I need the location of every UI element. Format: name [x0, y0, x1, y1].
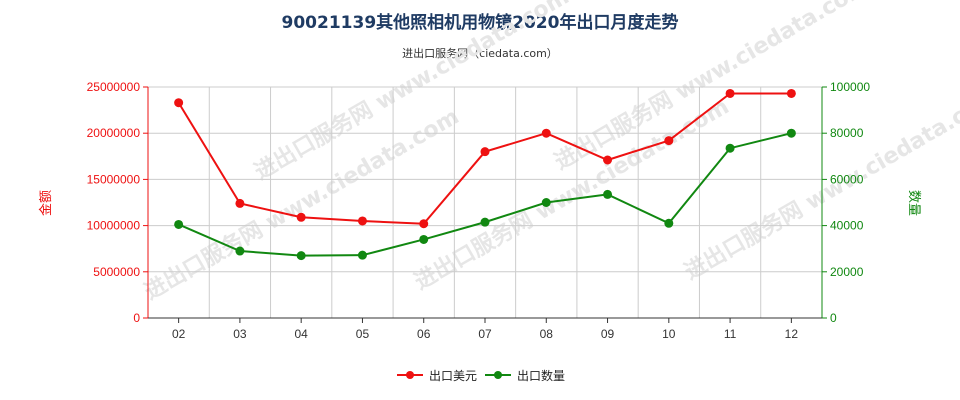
y-right-tick-label: 100000	[830, 80, 870, 94]
data-point-qty	[480, 217, 490, 227]
y-right-tick-label: 60000	[830, 172, 864, 186]
data-point-qty	[357, 250, 367, 260]
y-right-tick-label: 80000	[830, 126, 864, 140]
x-tick-label: 12	[785, 327, 799, 341]
x-tick-label: 06	[417, 327, 431, 341]
y-right-tick-label: 40000	[830, 219, 864, 233]
data-point-usd	[296, 212, 306, 222]
y-axis-right-title: 数量	[906, 190, 921, 216]
y-left-tick-label: 20000000	[87, 126, 141, 140]
data-point-qty	[419, 234, 429, 244]
x-tick-label: 10	[662, 327, 676, 341]
x-tick-label: 08	[540, 327, 554, 341]
data-point-usd	[541, 128, 551, 138]
data-point-qty	[725, 143, 735, 153]
legend-item-qty[interactable]: 出口数量	[485, 365, 565, 385]
y-right-tick-label: 0	[830, 311, 837, 325]
x-tick-label: 03	[233, 327, 247, 341]
x-tick-label: 04	[295, 327, 309, 341]
data-point-usd	[725, 88, 735, 98]
data-point-usd	[786, 88, 796, 98]
data-point-usd	[664, 136, 674, 146]
axes: 0 5000000 10000000 15000000 20000000 25000000…	[38, 80, 921, 341]
data-point-usd	[419, 219, 429, 229]
y-left-tick-label: 0	[133, 311, 140, 325]
x-tick-label: 11	[724, 327, 737, 341]
y-left-tick-label: 25000000	[87, 80, 141, 94]
data-point-qty	[786, 128, 796, 138]
data-point-usd	[357, 216, 367, 226]
legend-item-usd[interactable]: 出口美元	[397, 365, 477, 385]
y-right-tick-label: 20000	[830, 265, 864, 279]
data-point-qty	[603, 189, 613, 199]
watermark-text: 进出口服务网 www.ciedata.com	[551, 0, 874, 175]
data-point-usd	[480, 147, 490, 157]
x-tick-label: 07	[478, 327, 492, 341]
legend: 出口美元 出口数量	[0, 365, 960, 385]
chart-subtitle: 进出口服务网（ciedata.com）	[402, 47, 558, 60]
y-left-tick-label: 10000000	[87, 219, 141, 233]
x-tick-label: 05	[356, 327, 370, 341]
y-left-tick-label: 5000000	[93, 265, 140, 279]
y-axis-left-title: 金额	[38, 190, 54, 216]
data-point-usd	[235, 198, 245, 208]
watermark-text: 进出口服务网 www.ciedata.com	[251, 0, 574, 185]
legend-label-usd: 出口美元	[429, 368, 478, 383]
legend-swatch-qty	[485, 370, 511, 380]
legend-label-qty: 出口数量	[517, 368, 566, 383]
data-point-usd	[174, 98, 184, 108]
series	[174, 88, 796, 261]
data-point-qty	[174, 219, 184, 229]
data-point-qty	[664, 218, 674, 228]
x-tick-label: 02	[172, 327, 186, 341]
data-point-usd	[603, 155, 613, 165]
x-tick-label: 09	[601, 327, 615, 341]
chart-title: 90021139其他照相机用物镜2020年出口月度走势	[281, 13, 679, 33]
data-point-qty	[541, 198, 551, 207]
y-left-tick-label: 15000000	[87, 172, 141, 186]
data-point-qty	[235, 246, 245, 256]
data-point-qty	[296, 251, 306, 261]
legend-swatch-usd	[397, 370, 423, 380]
